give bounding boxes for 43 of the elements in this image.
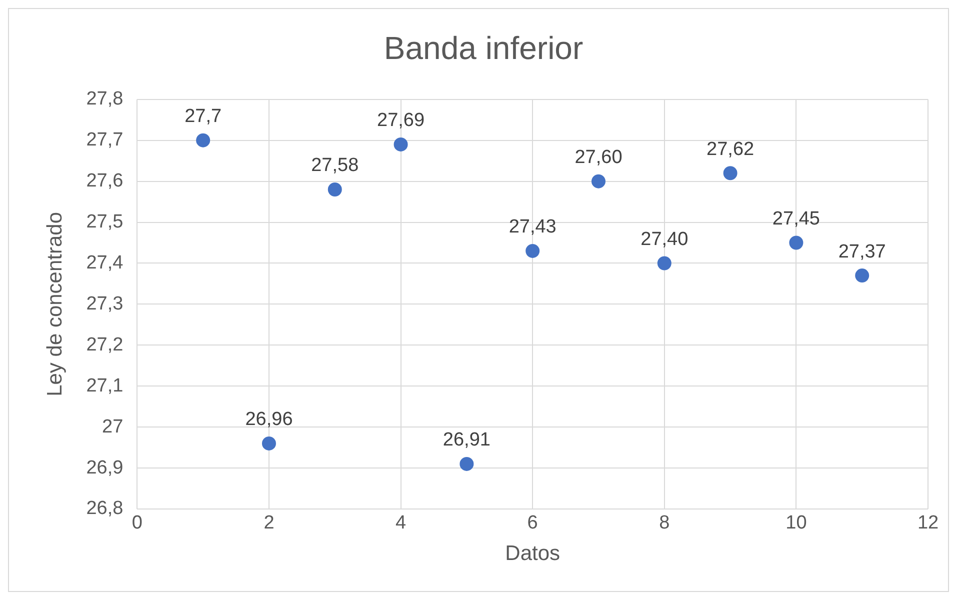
point: [394, 137, 408, 152]
y-tick-label: 27,1: [86, 375, 124, 396]
data-label: 27,62: [706, 138, 754, 160]
x-tick-label: 4: [395, 512, 406, 534]
y-tick-label: 27,8: [86, 88, 124, 110]
point: [855, 268, 870, 283]
data-label: 26,96: [245, 409, 293, 430]
data-label: 27,43: [508, 216, 556, 238]
y-tick-label: 26,8: [86, 498, 124, 520]
y-tick-label: 27: [102, 416, 124, 438]
y-tick-label: 27,5: [86, 212, 124, 233]
point: [723, 166, 738, 180]
y-axis-title: Ley de concentrado: [43, 212, 66, 396]
point: [262, 436, 276, 450]
x-tick-label: 10: [786, 512, 807, 534]
chart-title: Banda inferior: [384, 30, 584, 66]
data-label: 27,69: [377, 110, 425, 132]
x-axis-title: Datos: [505, 542, 560, 566]
data-label: 27,7: [184, 106, 222, 128]
data-label: 27,37: [838, 241, 886, 262]
x-tick-label: 8: [659, 512, 670, 534]
y-tick-label: 27,3: [86, 293, 124, 314]
point: [591, 174, 606, 188]
data-label: 27,40: [640, 228, 688, 250]
data-label: 26,91: [442, 430, 490, 451]
y-tick-label: 27,4: [86, 252, 124, 274]
data-label: 27,45: [772, 208, 820, 230]
data-label: 27,60: [574, 147, 622, 168]
point: [526, 244, 540, 258]
y-tick-label: 27,6: [86, 170, 124, 192]
x-tick-label: 6: [527, 512, 538, 534]
x-tick-label: 2: [264, 512, 274, 534]
point: [789, 236, 804, 250]
y-tick-label: 27,2: [86, 334, 124, 356]
y-tick-label: 27,7: [86, 130, 124, 151]
point: [460, 456, 474, 471]
x-tick-label: 0: [132, 512, 142, 534]
point: [196, 133, 210, 148]
x-tick-label: 12: [917, 512, 939, 534]
point: [657, 256, 672, 270]
y-tick-label: 26,9: [86, 457, 124, 478]
point: [328, 182, 342, 197]
data-label: 27,58: [311, 155, 359, 176]
